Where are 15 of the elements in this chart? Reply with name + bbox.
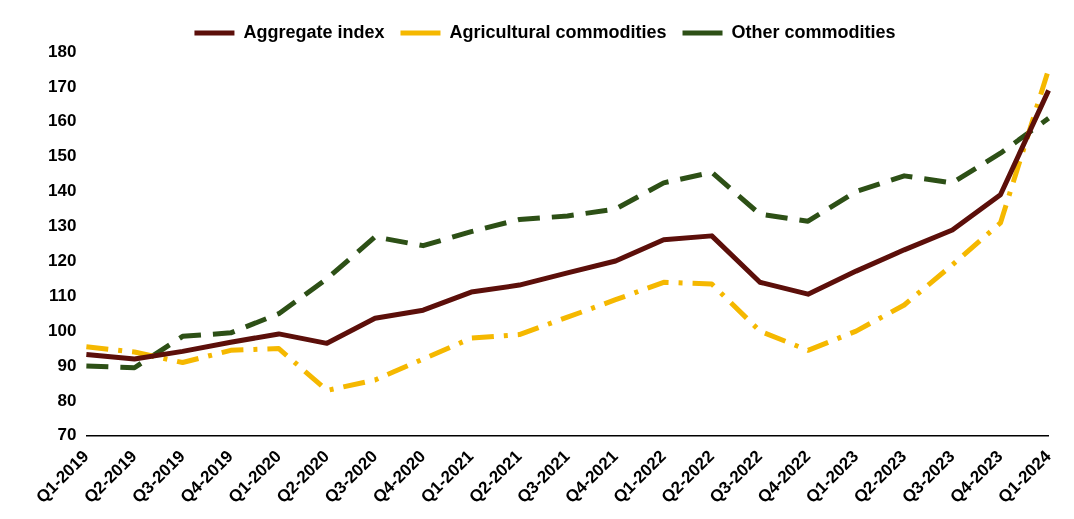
y-tick-label: 110	[48, 285, 77, 305]
y-tick-label: 160	[47, 111, 77, 131]
y-tick-label: 80	[57, 390, 77, 410]
y-tick-label: 120	[47, 251, 77, 271]
legend-label: Aggregate index	[243, 21, 385, 42]
y-tick-label: 90	[57, 355, 77, 375]
y-tick-label: 170	[47, 76, 77, 96]
y-tick-label: 130	[47, 216, 77, 236]
legend-label: Agricultural commodities	[449, 21, 667, 42]
legend-label: Other commodities	[731, 21, 896, 42]
y-tick-label: 150	[47, 146, 77, 166]
y-tick-label: 70	[57, 425, 77, 445]
y-tick-label: 140	[47, 181, 77, 201]
y-tick-label: 100	[47, 320, 77, 340]
y-tick-label: 180	[47, 41, 77, 61]
